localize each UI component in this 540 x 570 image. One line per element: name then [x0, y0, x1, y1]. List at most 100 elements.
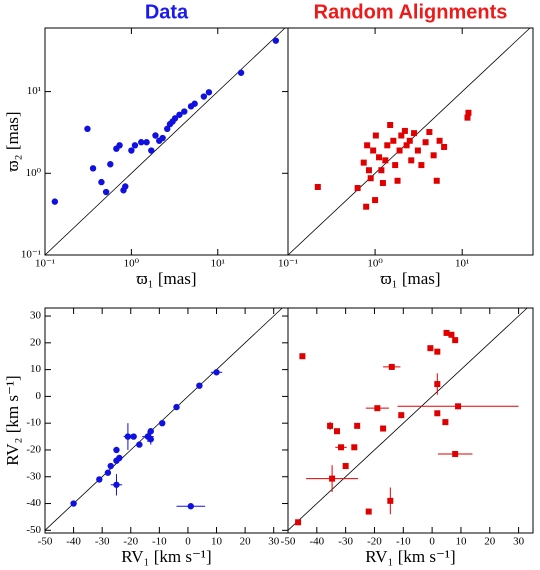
y-tick-label: -40 — [26, 497, 41, 509]
point — [143, 139, 150, 146]
x-axis-label: ϖ₁ [mas] — [136, 269, 196, 288]
point — [365, 167, 372, 174]
point — [430, 152, 437, 159]
point — [464, 114, 471, 121]
plot-frame — [287, 27, 534, 256]
x-tick-label: 10⁰ — [367, 258, 383, 270]
x-tick-label: 10¹ — [211, 258, 225, 270]
x-tick-label: -10 — [396, 536, 411, 548]
y-tick-label: 10⁻¹ — [21, 249, 41, 261]
point — [408, 157, 415, 164]
point — [116, 454, 123, 462]
point — [427, 345, 434, 352]
point — [147, 436, 154, 443]
point — [191, 100, 198, 107]
point — [102, 188, 110, 196]
x-tick-label: 10 — [455, 536, 467, 548]
point — [130, 433, 137, 440]
point — [329, 475, 336, 482]
point — [376, 154, 383, 161]
point — [181, 108, 188, 115]
point — [173, 403, 180, 411]
point — [107, 462, 114, 470]
point — [237, 69, 245, 76]
x-tick-label: -40 — [66, 536, 81, 548]
x-tick-label: 10¹ — [455, 258, 469, 270]
y-tick-label: -20 — [26, 443, 41, 455]
point — [448, 331, 455, 338]
point — [372, 197, 379, 204]
point — [138, 139, 145, 146]
point — [113, 446, 120, 454]
point — [401, 127, 408, 134]
point — [70, 500, 77, 507]
x-tick-label: 10⁻¹ — [35, 258, 55, 270]
point — [205, 89, 213, 96]
point — [131, 142, 139, 149]
point — [388, 363, 395, 370]
point — [398, 132, 405, 139]
point — [176, 111, 183, 118]
point — [122, 183, 129, 190]
x-tick-label: -20 — [123, 536, 138, 548]
point — [272, 37, 280, 44]
point — [200, 93, 208, 100]
point — [370, 147, 377, 154]
point — [104, 469, 112, 476]
point — [441, 143, 448, 150]
point — [394, 177, 401, 184]
y-tick-label: 10¹ — [27, 85, 41, 97]
point — [124, 433, 132, 440]
point — [136, 441, 143, 448]
point — [436, 137, 443, 144]
point — [433, 177, 440, 184]
point — [113, 481, 120, 488]
point — [380, 425, 387, 432]
x-tick-label: 0 — [429, 536, 435, 548]
one-to-one-line — [287, 307, 528, 531]
x-tick-label: -30 — [338, 536, 353, 548]
point — [390, 137, 397, 144]
point — [465, 109, 472, 116]
y-tick-label: 0 — [36, 390, 42, 402]
point — [434, 348, 441, 355]
point — [159, 419, 166, 427]
point — [327, 422, 334, 429]
panel-title: Random Alignments — [314, 1, 508, 23]
point — [426, 129, 433, 136]
point — [406, 137, 413, 144]
point — [84, 125, 91, 133]
y-axis-label: RV₂ [km s⁻¹] — [3, 375, 22, 465]
point — [334, 428, 340, 435]
x-tick-label: -10 — [152, 536, 167, 548]
y-tick-label: -30 — [26, 470, 41, 482]
y-tick-label: 20 — [30, 336, 42, 348]
point — [414, 147, 421, 154]
point — [364, 142, 371, 149]
point — [342, 463, 349, 470]
point — [338, 444, 345, 451]
point — [98, 178, 105, 186]
point — [387, 497, 394, 504]
point — [396, 147, 403, 154]
point — [354, 422, 361, 429]
x-tick-label: 10⁰ — [124, 258, 140, 270]
x-axis-label: RV₁ [km s⁻¹] — [121, 547, 211, 566]
point — [171, 115, 179, 122]
x-tick-label: 0 — [185, 536, 191, 548]
point — [128, 147, 135, 154]
point — [351, 444, 358, 451]
point — [295, 519, 302, 526]
one-to-one-line — [44, 27, 286, 256]
x-tick-label: 30 — [513, 536, 525, 548]
y-tick-label: 30 — [30, 310, 42, 322]
x-tick-label: 10⁻¹ — [278, 258, 298, 270]
one-to-one-line — [44, 307, 283, 531]
x-axis-label: RV₁ [km s⁻¹] — [365, 547, 455, 566]
point — [403, 142, 410, 149]
point — [360, 159, 367, 166]
point — [434, 381, 441, 388]
x-tick-label: 10 — [211, 536, 223, 548]
y-tick-label: -50 — [26, 524, 41, 536]
x-tick-label: -30 — [95, 536, 110, 548]
